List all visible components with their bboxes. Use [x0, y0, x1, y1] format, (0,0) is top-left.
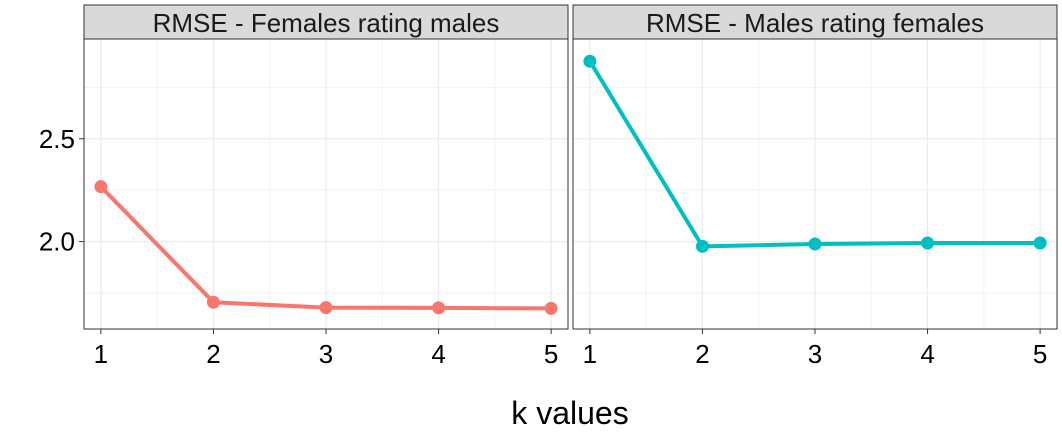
x-tick-label: 5 [544, 339, 558, 369]
strip-title-males-rating-females: RMSE - Males rating females [646, 8, 984, 38]
data-point [808, 237, 822, 251]
x-tick-label: 3 [319, 339, 333, 369]
x-tick-label: 4 [920, 339, 934, 369]
data-point [695, 239, 709, 253]
data-point [94, 180, 108, 194]
strip-females-rating-males [83, 4, 569, 40]
data-point [206, 295, 220, 309]
panel-males-rating-females: RMSE - Males rating females 1 2 3 4 5 [572, 4, 1058, 369]
x-tick-label: 1 [583, 339, 597, 369]
strip-males-rating-females [572, 4, 1058, 40]
x-tick-label: 2 [695, 339, 709, 369]
x-tick-label: 2 [206, 339, 220, 369]
y-tick-label: 2.0 [39, 227, 75, 257]
x-tick-label: 5 [1033, 339, 1047, 369]
panel-females-rating-males: RMSE - Females rating males 1 2 3 4 5 2.0 2.5 [39, 4, 569, 369]
major-gridlines [84, 39, 568, 329]
data-point [319, 301, 333, 315]
data-point [544, 301, 558, 315]
x-tick-label: 1 [94, 339, 108, 369]
major-gridlines [573, 39, 1057, 329]
data-point [583, 54, 597, 68]
x-tick-label: 4 [431, 339, 445, 369]
x-axis-title: k values [511, 395, 628, 431]
x-tick-label: 3 [808, 339, 822, 369]
data-point [1033, 236, 1047, 250]
y-tick-label: 2.5 [39, 124, 75, 154]
data-point [432, 301, 446, 315]
data-point [921, 236, 935, 250]
strip-title-females-rating-males: RMSE - Females rating males [153, 8, 500, 38]
